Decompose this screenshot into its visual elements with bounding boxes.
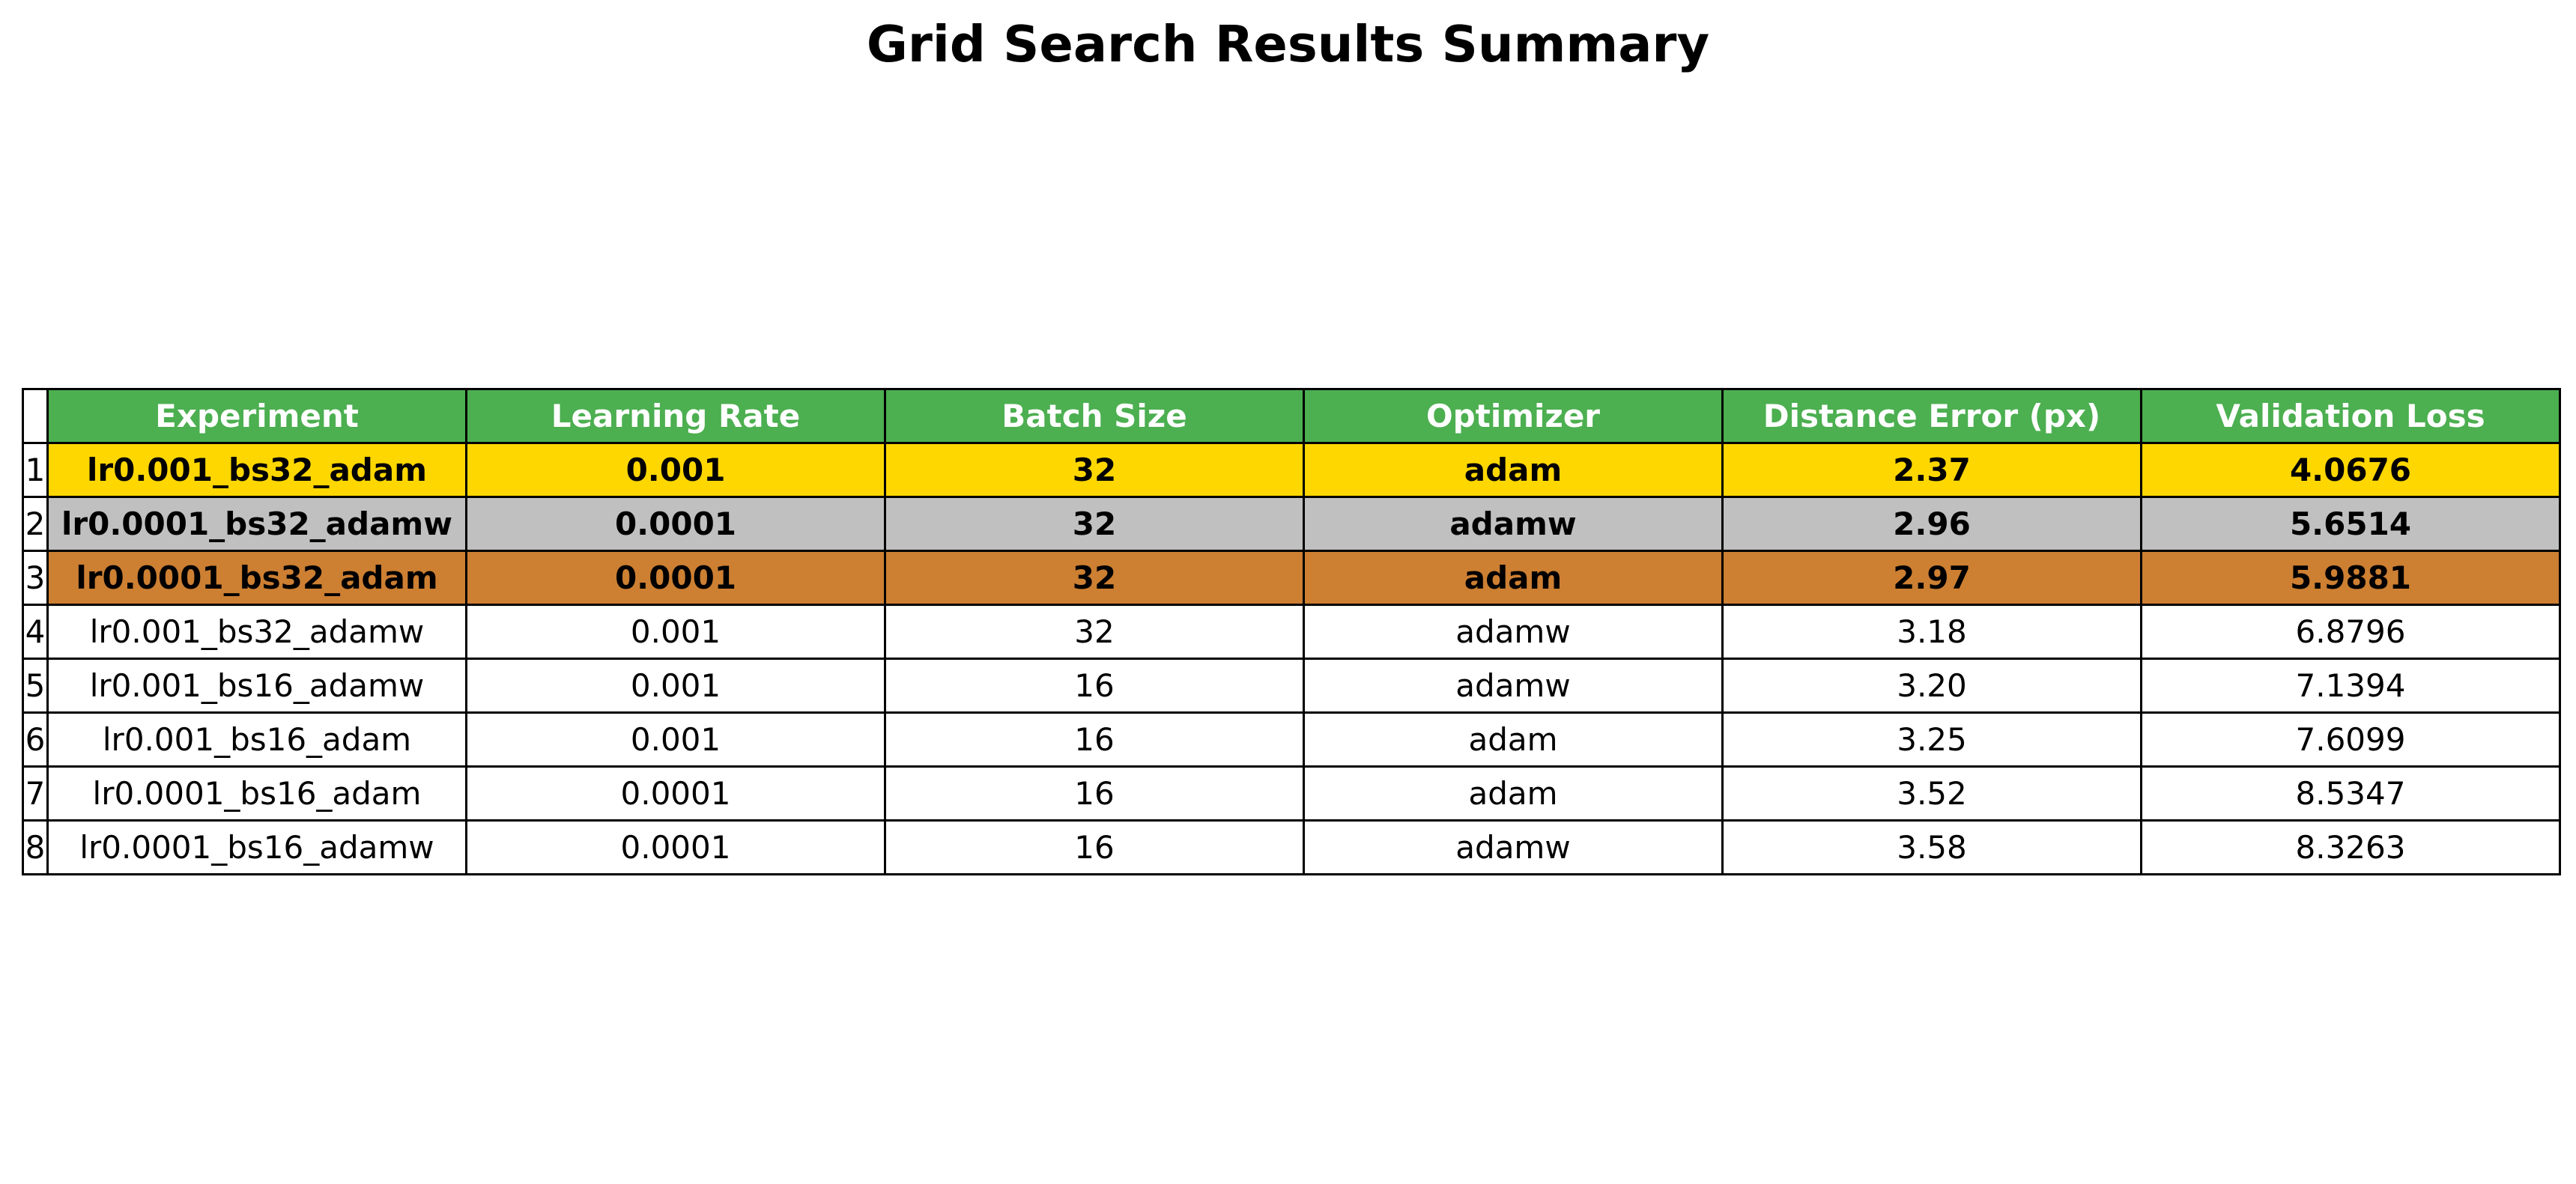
column-header: Experiment (46, 388, 467, 444)
table-cell: 3.20 (1721, 658, 2142, 714)
table-cell: lr0.0001_bs16_adamw (46, 819, 467, 875)
table-cell: 7.1394 (2140, 658, 2561, 714)
table-cell: adamw (1303, 496, 1724, 552)
table-cell: 6.8796 (2140, 604, 2561, 660)
row-index: 7 (22, 765, 49, 822)
table-row: 1 lr0.001_bs32_adam 0.001 32 adam 2.37 4… (22, 442, 2561, 498)
row-index: 5 (22, 658, 49, 714)
column-header: Validation Loss (2140, 388, 2561, 444)
corner-cell (22, 388, 49, 444)
table-cell: 5.9881 (2140, 550, 2561, 606)
table-cell: 2.37 (1721, 442, 2142, 498)
table-cell: 2.97 (1721, 550, 2142, 606)
table-cell: 16 (884, 711, 1305, 768)
table-cell: 0.001 (465, 604, 886, 660)
row-index: 8 (22, 819, 49, 875)
table-cell: adam (1303, 442, 1724, 498)
table-cell: 32 (884, 604, 1305, 660)
table-cell: 5.6514 (2140, 496, 2561, 552)
table-cell: adam (1303, 550, 1724, 606)
table-row: 6 lr0.001_bs16_adam 0.001 16 adam 3.25 7… (22, 711, 2561, 768)
table-cell: 8.3263 (2140, 819, 2561, 875)
row-index: 2 (22, 496, 49, 552)
table-cell: lr0.0001_bs16_adam (46, 765, 467, 822)
table-cell: 16 (884, 658, 1305, 714)
table-cell: 8.5347 (2140, 765, 2561, 822)
row-index: 3 (22, 550, 49, 606)
table-cell: 3.58 (1721, 819, 2142, 875)
header-row: Experiment Learning Rate Batch Size Opti… (22, 388, 2561, 444)
table-cell: adam (1303, 765, 1724, 822)
table-cell: 0.0001 (465, 765, 886, 822)
table-cell: 32 (884, 496, 1305, 552)
table-cell: 2.96 (1721, 496, 2142, 552)
table-cell: 32 (884, 442, 1305, 498)
chart-title: Grid Search Results Summary (866, 15, 1710, 73)
row-index: 6 (22, 711, 49, 768)
table-cell: 0.001 (465, 711, 886, 768)
table-row: 8 lr0.0001_bs16_adamw 0.0001 16 adamw 3.… (22, 819, 2561, 875)
table-cell: 3.52 (1721, 765, 2142, 822)
table-cell: 0.001 (465, 442, 886, 498)
table-cell: adamw (1303, 819, 1724, 875)
table-cell: 32 (884, 550, 1305, 606)
table-cell: adamw (1303, 604, 1724, 660)
table-row: 5 lr0.001_bs16_adamw 0.001 16 adamw 3.20… (22, 658, 2561, 714)
table-cell: 4.0676 (2140, 442, 2561, 498)
table-cell: lr0.001_bs16_adam (46, 711, 467, 768)
table-cell: 3.25 (1721, 711, 2142, 768)
column-header: Learning Rate (465, 388, 886, 444)
table-cell: 3.18 (1721, 604, 2142, 660)
table-cell: lr0.0001_bs32_adamw (46, 496, 467, 552)
table-cell: 16 (884, 819, 1305, 875)
table-row: 2 lr0.0001_bs32_adamw 0.0001 32 adamw 2.… (22, 496, 2561, 552)
table-cell: lr0.001_bs16_adamw (46, 658, 467, 714)
table-cell: 0.0001 (465, 819, 886, 875)
table-cell: 7.6099 (2140, 711, 2561, 768)
results-table: Experiment Learning Rate Batch Size Opti… (22, 388, 2561, 875)
table-cell: lr0.001_bs32_adamw (46, 604, 467, 660)
table-cell: 0.0001 (465, 496, 886, 552)
row-index: 4 (22, 604, 49, 660)
column-header: Batch Size (884, 388, 1305, 444)
table-cell: adamw (1303, 658, 1724, 714)
table-cell: 0.0001 (465, 550, 886, 606)
table-row: 4 lr0.001_bs32_adamw 0.001 32 adamw 3.18… (22, 604, 2561, 660)
column-header: Optimizer (1303, 388, 1724, 444)
column-header: Distance Error (px) (1721, 388, 2142, 444)
table-cell: adam (1303, 711, 1724, 768)
table-cell: lr0.0001_bs32_adam (46, 550, 467, 606)
table-cell: 16 (884, 765, 1305, 822)
table-cell: 0.001 (465, 658, 886, 714)
table-cell: lr0.001_bs32_adam (46, 442, 467, 498)
table-row: 7 lr0.0001_bs16_adam 0.0001 16 adam 3.52… (22, 765, 2561, 822)
table-row: 3 lr0.0001_bs32_adam 0.0001 32 adam 2.97… (22, 550, 2561, 606)
row-index: 1 (22, 442, 49, 498)
